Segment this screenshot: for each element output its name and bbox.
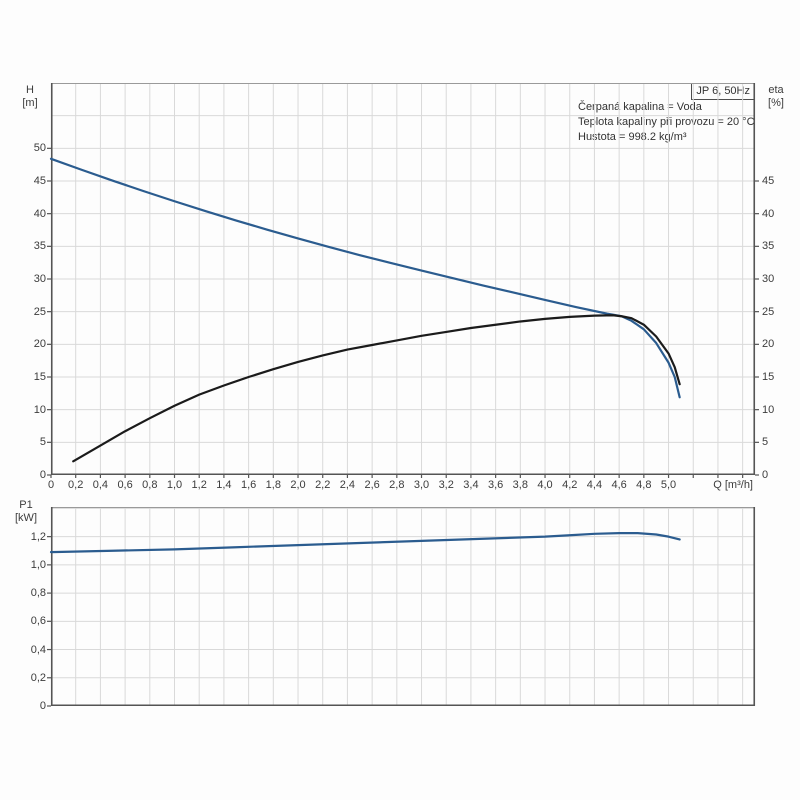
y-left-tick-label: 25 <box>33 305 46 318</box>
y-left-tick-label: 0,2 <box>30 671 46 684</box>
bottom-chart-plot-area <box>47 507 756 707</box>
x-tick-label: 1,8 <box>265 479 281 491</box>
h-axis-name: H <box>26 84 34 96</box>
y-right-tick-label: 20 <box>762 338 775 351</box>
note-pumped-liquid: Čerpaná kapalina = Voda <box>578 101 702 113</box>
y-left-tick-label: 0 <box>39 469 46 481</box>
x-tick-label: 3,4 <box>463 479 479 491</box>
y-left-tick-label: 20 <box>33 338 46 351</box>
y-right-tick-label: 45 <box>762 175 775 187</box>
curve-h <box>49 157 681 399</box>
h-axis-unit: [m] <box>22 97 38 109</box>
x-tick-label: 2,0 <box>290 479 306 491</box>
y-left-tick-label: 5 <box>39 436 46 449</box>
y-right-tick-label: 35 <box>762 240 775 253</box>
x-tick-label: 0,6 <box>117 479 133 491</box>
note-density: Hustota = 998.2 kg/m³ <box>578 131 687 143</box>
y-left-tick-label: 0,4 <box>30 643 46 656</box>
x-tick-label: 0,2 <box>68 479 84 491</box>
x-tick-label: 4,8 <box>636 479 652 491</box>
p1-axis-name: P1 <box>19 499 33 511</box>
y-left-tick-label: 40 <box>33 207 46 220</box>
y-left-tick-label: 50 <box>33 142 46 155</box>
q-axis-title: Q [m³/h] <box>713 479 753 491</box>
pump-model-badge: JP 6, 50Hz <box>691 83 755 100</box>
y-left-tick-label: 30 <box>33 273 46 285</box>
y-left-tick-label: 35 <box>33 240 46 253</box>
y-right-tick-label: 30 <box>762 273 775 285</box>
y-right-tick-label: 15 <box>762 371 775 383</box>
y-left-tick-label: 45 <box>33 175 46 187</box>
curve-p1 <box>49 532 681 554</box>
y-right-tick-label: 40 <box>762 207 775 220</box>
eta-axis-unit: [%] <box>768 97 784 109</box>
y-right-tick-label: 5 <box>762 436 769 449</box>
x-tick-label: 5,0 <box>660 479 677 491</box>
y-left-tick-label: 1,2 <box>30 530 46 543</box>
x-tick-label: 1,6 <box>240 479 257 491</box>
x-tick-label: 0 <box>47 479 55 491</box>
x-tick-label: 0,8 <box>142 479 158 491</box>
p1-axis-unit: [kW] <box>15 512 37 524</box>
y-left-tick-label: 0 <box>39 700 46 712</box>
x-tick-label: 4,4 <box>586 479 603 491</box>
y-left-tick-label: 0,8 <box>30 587 46 600</box>
x-tick-label: 3,0 <box>413 479 430 491</box>
y-left-tick-label: 15 <box>33 371 46 383</box>
x-tick-label: 2,6 <box>364 479 380 491</box>
y-right-tick-label: 25 <box>762 305 775 318</box>
y-left-tick-label: 10 <box>33 403 46 416</box>
x-tick-label: 3,8 <box>512 479 528 491</box>
x-tick-label: 3,6 <box>487 479 504 491</box>
y-left-tick-label: 0,6 <box>30 615 46 628</box>
x-tick-label: 3,2 <box>438 479 454 491</box>
operating-conditions-note: Čerpaná kapalina = Voda Teplota kapaliny… <box>578 100 755 145</box>
curve-eta <box>72 314 681 463</box>
x-tick-label: 1,2 <box>191 479 207 491</box>
x-tick-label: 1,4 <box>216 479 232 491</box>
x-tick-label: 2,8 <box>389 479 405 491</box>
x-tick-label: 4,6 <box>611 479 627 491</box>
x-tick-label: 4,0 <box>537 479 553 491</box>
eta-axis-name: eta <box>768 84 784 96</box>
x-tick-label: 1,0 <box>166 479 183 491</box>
x-tick-label: 0,4 <box>92 479 109 491</box>
y-right-tick-label: 10 <box>762 403 775 416</box>
power-curve <box>47 507 756 707</box>
plot-border <box>51 507 755 706</box>
y-right-tick-label: 0 <box>762 469 769 481</box>
head-efficiency-curves <box>47 83 759 478</box>
x-tick-label: 2,2 <box>315 479 331 491</box>
top-chart-plot-area <box>47 83 759 478</box>
y-left-tick-label: 1,0 <box>30 558 46 571</box>
x-tick-label: 2,4 <box>339 479 356 491</box>
note-liquid-temperature: Teplota kapaliny při provozu = 20 °C <box>578 116 755 128</box>
x-tick-label: 4,2 <box>562 479 578 491</box>
